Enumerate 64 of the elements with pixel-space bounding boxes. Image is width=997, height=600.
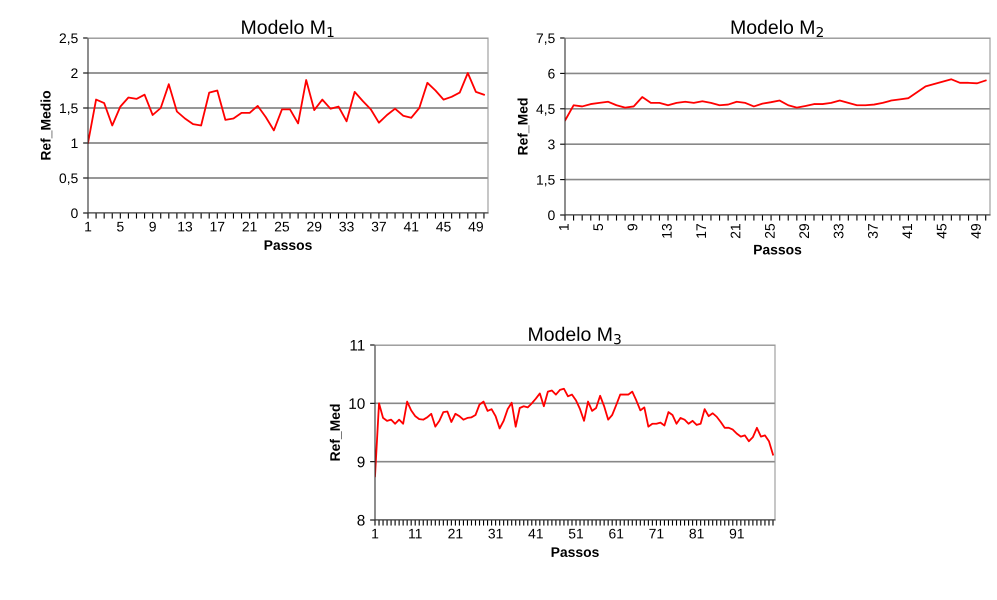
x-tick-label: 13 — [662, 224, 672, 238]
y-axis-title: Ref_Medio — [40, 90, 52, 160]
line-series — [88, 72, 485, 144]
y-axis-title: Ref_Med — [330, 404, 342, 461]
chart-title: Modelo M$_{3}$ — [529, 326, 621, 344]
x-tick-label: 21 — [242, 222, 257, 232]
y-tick-label: 0,5 — [60, 173, 78, 185]
chart-title: Modelo M$_{1}$ — [242, 20, 334, 38]
x-tick-label: 49 — [468, 222, 483, 232]
x-tick-label: 31 — [488, 528, 503, 539]
line-series — [375, 388, 774, 478]
x-tick-label: 61 — [609, 528, 624, 539]
y-tick-label: 11 — [350, 340, 365, 351]
x-axis-title: Passos — [754, 244, 802, 255]
x-tick-label: 41 — [404, 222, 418, 232]
x-tick-label: 45 — [936, 224, 947, 238]
chart-title: Modelo M$_{2}$ — [732, 20, 823, 38]
y-tick-label: 4,5 — [536, 104, 555, 116]
y-tick-label: 0 — [548, 210, 555, 220]
y-tick-label: 9 — [358, 456, 365, 468]
x-tick-label: 29 — [307, 222, 322, 232]
y-tick-label: 2 — [71, 68, 78, 78]
y-tick-label: 6 — [548, 68, 555, 79]
x-tick-label: 33 — [339, 222, 354, 232]
x-axis-title: Passos — [552, 547, 599, 558]
x-tick-label: 81 — [689, 528, 704, 539]
y-tick-label: 1,5 — [60, 103, 78, 115]
x-tick-label: 1 — [372, 528, 378, 538]
x-tick-label: 5 — [117, 222, 124, 232]
x-tick-label: 1 — [85, 222, 92, 232]
x-tick-label: 21 — [730, 224, 740, 238]
x-tick-label: 9 — [149, 222, 156, 232]
x-tick-label: 17 — [210, 222, 224, 232]
y-tick-label: 1,5 — [537, 175, 555, 186]
x-tick-label: 29 — [799, 224, 810, 238]
x-tick-label: 41 — [528, 528, 543, 538]
x-tick-label: 9 — [628, 224, 638, 230]
x-tick-label: 13 — [178, 222, 192, 232]
x-axis-title: Passos — [264, 240, 312, 250]
x-tick-label: 11 — [409, 528, 422, 538]
y-tick-label: 0 — [71, 208, 78, 218]
x-tick-label: 21 — [448, 528, 462, 538]
x-tick-label: 1 — [559, 224, 569, 230]
x-tick-label: 33 — [834, 224, 844, 238]
y-tick-label: 8 — [357, 514, 365, 526]
y-tick-label: 1 — [72, 138, 78, 148]
x-tick-label: 25 — [274, 222, 290, 232]
x-tick-label: 37 — [372, 222, 386, 232]
x-tick-label: 49 — [971, 224, 981, 238]
x-tick-label: 51 — [568, 528, 584, 539]
y-axis-title: Ref_Med — [517, 98, 530, 155]
x-tick-label: 37 — [868, 224, 878, 238]
x-tick-label: 5 — [593, 224, 604, 230]
line-series — [565, 78, 987, 122]
x-tick-label: 91 — [730, 528, 744, 539]
x-tick-label: 17 — [696, 224, 706, 238]
y-tick-label: 3 — [548, 140, 555, 150]
x-tick-label: 41 — [902, 224, 912, 238]
y-tick-label: 7,5 — [536, 33, 555, 45]
x-tick-label: 25 — [764, 224, 775, 238]
y-tick-label: 2,5 — [60, 33, 78, 45]
x-tick-label: 71 — [649, 528, 664, 538]
y-tick-label: 10 — [349, 398, 365, 410]
x-tick-label: 45 — [436, 222, 451, 232]
